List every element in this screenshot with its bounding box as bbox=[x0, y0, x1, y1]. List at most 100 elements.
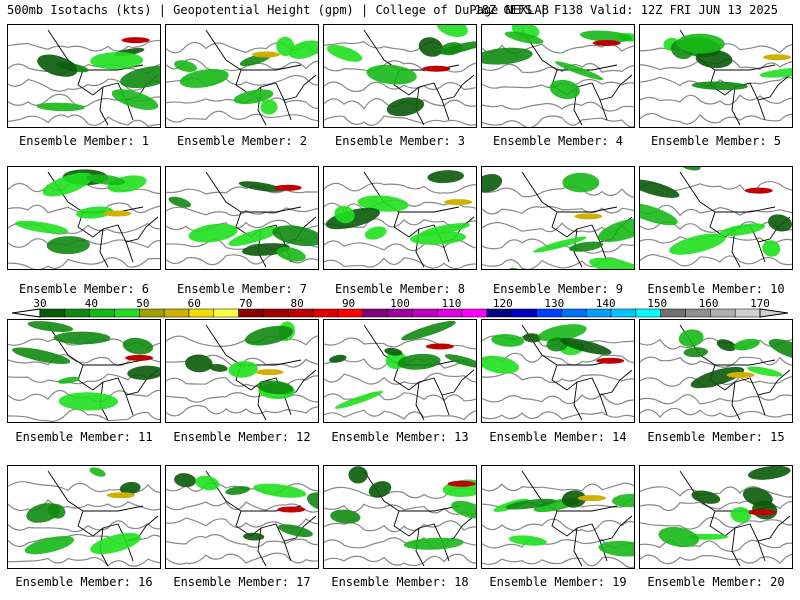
height-contour bbox=[8, 557, 160, 567]
isotach-shading bbox=[188, 223, 238, 243]
jet-core bbox=[447, 480, 476, 487]
height-contour bbox=[8, 39, 160, 52]
member-map-graphic bbox=[166, 321, 318, 421]
isotach-shading bbox=[719, 223, 766, 237]
colorbar-tick-label: 150 bbox=[647, 297, 668, 310]
height-contour bbox=[482, 101, 634, 112]
isotach-shading bbox=[243, 532, 265, 541]
isotach-shading bbox=[691, 81, 748, 91]
height-contour bbox=[482, 518, 634, 532]
isotach-shading bbox=[401, 320, 456, 341]
ensemble-member-caption: Ensemble Member: 2 bbox=[176, 134, 308, 148]
jet-core bbox=[744, 187, 773, 194]
height-contour bbox=[324, 337, 476, 350]
member-map-graphic bbox=[324, 466, 476, 567]
height-contour bbox=[166, 552, 318, 565]
isotach-shading bbox=[288, 40, 318, 59]
isotach-shading bbox=[36, 102, 85, 112]
colorbar-tick-label: 140 bbox=[595, 297, 616, 310]
isotach-shading bbox=[747, 366, 783, 377]
isotach-shading bbox=[14, 220, 69, 234]
isotach-shading bbox=[691, 490, 721, 504]
isotach-shading bbox=[419, 222, 471, 236]
colorbar-swatch bbox=[635, 308, 661, 318]
colorbar-swatch bbox=[610, 308, 637, 318]
isotach-shading bbox=[168, 196, 192, 208]
isotach-shading bbox=[491, 334, 525, 347]
isotach-shading bbox=[195, 475, 220, 491]
colorbar-swatch bbox=[238, 308, 264, 318]
isotach-shading bbox=[589, 257, 634, 269]
member-map-graphic bbox=[8, 169, 160, 269]
colorbar-swatch bbox=[213, 308, 239, 318]
member-map-graphic bbox=[482, 171, 634, 269]
isotach-shading bbox=[27, 321, 74, 332]
height-contour bbox=[8, 78, 160, 92]
height-contour bbox=[324, 553, 476, 567]
member-map-graphic bbox=[8, 321, 160, 422]
isotach-shading bbox=[676, 33, 725, 54]
ensemble-member-caption: Ensemble Member: 12 bbox=[173, 430, 311, 444]
colorbar-swatch bbox=[660, 308, 686, 318]
member-map-graphic bbox=[640, 324, 792, 421]
height-contour bbox=[640, 486, 792, 498]
isotach-shading bbox=[185, 354, 213, 373]
jet-core bbox=[277, 506, 306, 513]
isotach-shading bbox=[568, 241, 604, 252]
colorbar-right-arrow bbox=[759, 308, 789, 318]
jet-core bbox=[763, 54, 792, 61]
height-contour bbox=[482, 482, 634, 492]
isotach-shading bbox=[233, 89, 274, 105]
height-contour bbox=[166, 517, 318, 529]
colorbar-swatch bbox=[511, 308, 537, 318]
isotach-shading bbox=[690, 366, 745, 389]
isotach-shading bbox=[580, 30, 633, 43]
isotach-shading bbox=[122, 337, 154, 355]
isotach-shading bbox=[306, 492, 318, 512]
colorbar-tick-label: 30 bbox=[33, 297, 47, 310]
coastline-borders bbox=[521, 171, 633, 268]
member-map-graphic bbox=[324, 170, 476, 269]
colorbar-swatch bbox=[536, 308, 562, 318]
height-contour bbox=[482, 115, 634, 127]
height-contour bbox=[8, 114, 160, 127]
jet-core bbox=[255, 369, 284, 376]
height-contour bbox=[482, 206, 634, 215]
height-contour bbox=[482, 257, 634, 269]
isotach-shading bbox=[683, 347, 709, 358]
ensemble-member-caption: Ensemble Member: 15 bbox=[647, 430, 785, 444]
colorbar-swatch bbox=[312, 308, 339, 318]
isotach-shading bbox=[444, 354, 476, 368]
height-contour bbox=[482, 352, 634, 366]
colorbar-swatch bbox=[39, 308, 66, 318]
isotach-shading bbox=[368, 481, 392, 498]
height-contour bbox=[324, 257, 476, 269]
height-contour bbox=[166, 206, 318, 217]
isotach-shading bbox=[174, 473, 196, 488]
ensemble-member-caption: Ensemble Member: 7 bbox=[176, 282, 308, 296]
colorbar-tick-label: 60 bbox=[187, 297, 201, 310]
ensemble-member-map bbox=[639, 24, 793, 128]
isotach-shading bbox=[695, 49, 733, 69]
coastline-borders bbox=[47, 470, 159, 567]
member-map-graphic bbox=[640, 29, 792, 126]
jet-core bbox=[574, 213, 603, 220]
colorbar-tick-label: 170 bbox=[750, 297, 770, 310]
ensemble-member-map bbox=[323, 319, 477, 423]
isotach-shading bbox=[762, 240, 781, 257]
ensemble-member-map bbox=[481, 319, 635, 423]
colorbar-swatch bbox=[585, 308, 612, 318]
isotach-shading bbox=[228, 226, 282, 247]
isotach-shading bbox=[403, 537, 464, 550]
height-contour bbox=[640, 539, 792, 552]
coastline-borders bbox=[47, 29, 159, 126]
height-contour bbox=[640, 394, 792, 405]
height-contour bbox=[8, 257, 160, 269]
height-contour bbox=[8, 533, 160, 547]
isotach-shading bbox=[640, 202, 678, 226]
member-map-graphic bbox=[324, 320, 476, 421]
ensemble-member-map bbox=[481, 24, 635, 128]
colorbar-swatch bbox=[486, 308, 512, 318]
member-map-graphic bbox=[482, 324, 634, 421]
colorbar-swatch bbox=[288, 308, 314, 318]
